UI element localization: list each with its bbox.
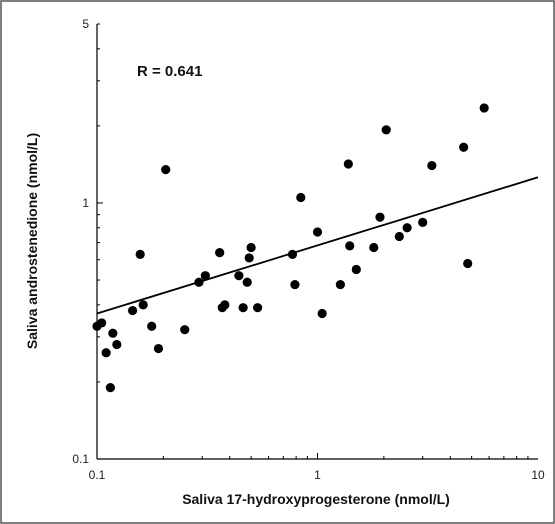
data-point	[381, 125, 391, 135]
data-point	[459, 142, 469, 152]
data-point	[246, 242, 256, 253]
data-point	[108, 328, 118, 338]
data-point	[234, 271, 244, 281]
data-point	[463, 258, 473, 269]
data-point	[215, 247, 225, 258]
y-axis-label: Saliva androstenedione (nmol/L)	[24, 133, 40, 349]
data-point	[220, 300, 230, 310]
data-point	[138, 300, 148, 310]
data-point	[180, 325, 190, 335]
correlation-annotation: R = 0.641	[137, 63, 202, 80]
data-point	[296, 192, 306, 203]
data-point	[147, 321, 157, 331]
data-point	[135, 249, 145, 259]
data-point	[317, 308, 327, 319]
data-point	[238, 303, 248, 313]
data-point	[418, 217, 428, 227]
data-point	[101, 348, 111, 358]
data-point	[375, 212, 385, 222]
y-tick-label: 0.1	[72, 452, 89, 466]
axis-ticks: 0.1 1 10 0.1 1 5	[72, 17, 545, 482]
data-point	[290, 279, 300, 290]
data-point	[427, 160, 437, 171]
data-point	[200, 271, 210, 281]
x-axis-label: Saliva 17-hydroxyprogesterone (nmol/L)	[182, 491, 450, 507]
y-tick-label: 5	[82, 17, 89, 31]
data-point	[194, 277, 204, 287]
data-point	[312, 227, 323, 237]
data-point	[242, 277, 252, 287]
data-point	[105, 383, 115, 393]
x-tick-label: 1	[314, 468, 321, 482]
regression-line	[96, 176, 539, 315]
data-point	[345, 241, 355, 251]
data-point	[97, 318, 107, 328]
data-point	[335, 279, 345, 290]
data-point	[253, 303, 263, 313]
y-tick-label: 1	[82, 196, 89, 210]
data-points	[92, 103, 489, 393]
data-point	[161, 164, 171, 175]
data-point	[394, 231, 404, 242]
data-point	[343, 159, 353, 169]
data-point	[112, 339, 122, 350]
data-point	[287, 249, 298, 259]
data-point	[244, 253, 254, 263]
data-point	[351, 264, 361, 275]
x-tick-label: 0.1	[89, 468, 106, 482]
data-point	[127, 305, 138, 316]
data-point	[369, 242, 379, 253]
data-point	[153, 343, 164, 354]
x-tick-label: 10	[531, 468, 545, 482]
data-point	[402, 223, 412, 233]
data-point	[479, 103, 489, 113]
